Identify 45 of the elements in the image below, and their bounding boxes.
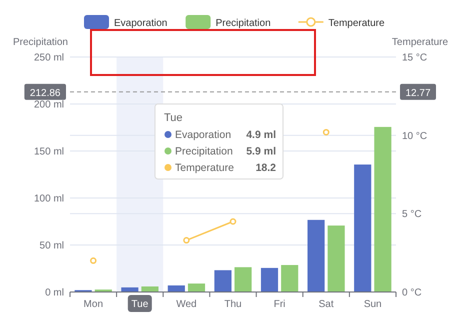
x-tick-label: Sun [364, 299, 382, 310]
bar [168, 285, 185, 292]
text: 12.77 [405, 88, 431, 99]
y2-axis-title: Temperature [392, 37, 449, 48]
ref-line-label: 212.86 [30, 88, 61, 99]
bar [188, 284, 206, 292]
bar [234, 267, 252, 292]
bar [214, 270, 232, 292]
annotation: 18.2 [256, 162, 276, 174]
bar [328, 226, 345, 292]
annotation: Precipitation [175, 146, 233, 158]
annotation: Tue [164, 112, 183, 124]
x-tick-label: Mon [84, 299, 104, 310]
annotation: 4.9 ml [246, 129, 276, 141]
y-tick-label: 250 ml [34, 52, 64, 64]
x-tick-label: Wed [176, 299, 197, 310]
y-tick-label: 200 ml [34, 100, 64, 110]
point [90, 257, 97, 264]
point [322, 128, 330, 136]
y-tick-label: 50 ml [40, 240, 64, 252]
x-tick-label: Tue [131, 299, 149, 310]
legend-label: Temperature [328, 18, 385, 29]
bar [354, 164, 372, 292]
y-axis-title: Precipitation [12, 37, 68, 48]
annotation: Evaporation [175, 129, 232, 141]
y-tick-label: 0 ml [45, 288, 64, 298]
y-tick-label: 150 ml [34, 146, 64, 158]
legend-label: Evaporation [114, 18, 168, 29]
annotation: 5.9 ml [246, 146, 276, 158]
point [230, 218, 236, 225]
bar [260, 268, 278, 292]
y2-tick-label: 10 °C [402, 130, 428, 142]
y-tick-label: 100 ml [34, 194, 64, 204]
point [183, 237, 190, 244]
bar [308, 220, 325, 292]
y2-tick-label: 0 °C [402, 288, 422, 298]
y2-tick-label: 5 °C [402, 209, 422, 220]
x-tick-label: Thu [224, 299, 242, 310]
x-tick-label: Fri [274, 299, 286, 310]
x-tick-label: Sat [318, 299, 334, 310]
bar [374, 126, 392, 292]
bar [281, 265, 298, 292]
y2-tick-label: 15 °C [402, 52, 428, 64]
legend-label: Precipitation [216, 18, 271, 29]
annotation: Temperature [175, 162, 234, 174]
